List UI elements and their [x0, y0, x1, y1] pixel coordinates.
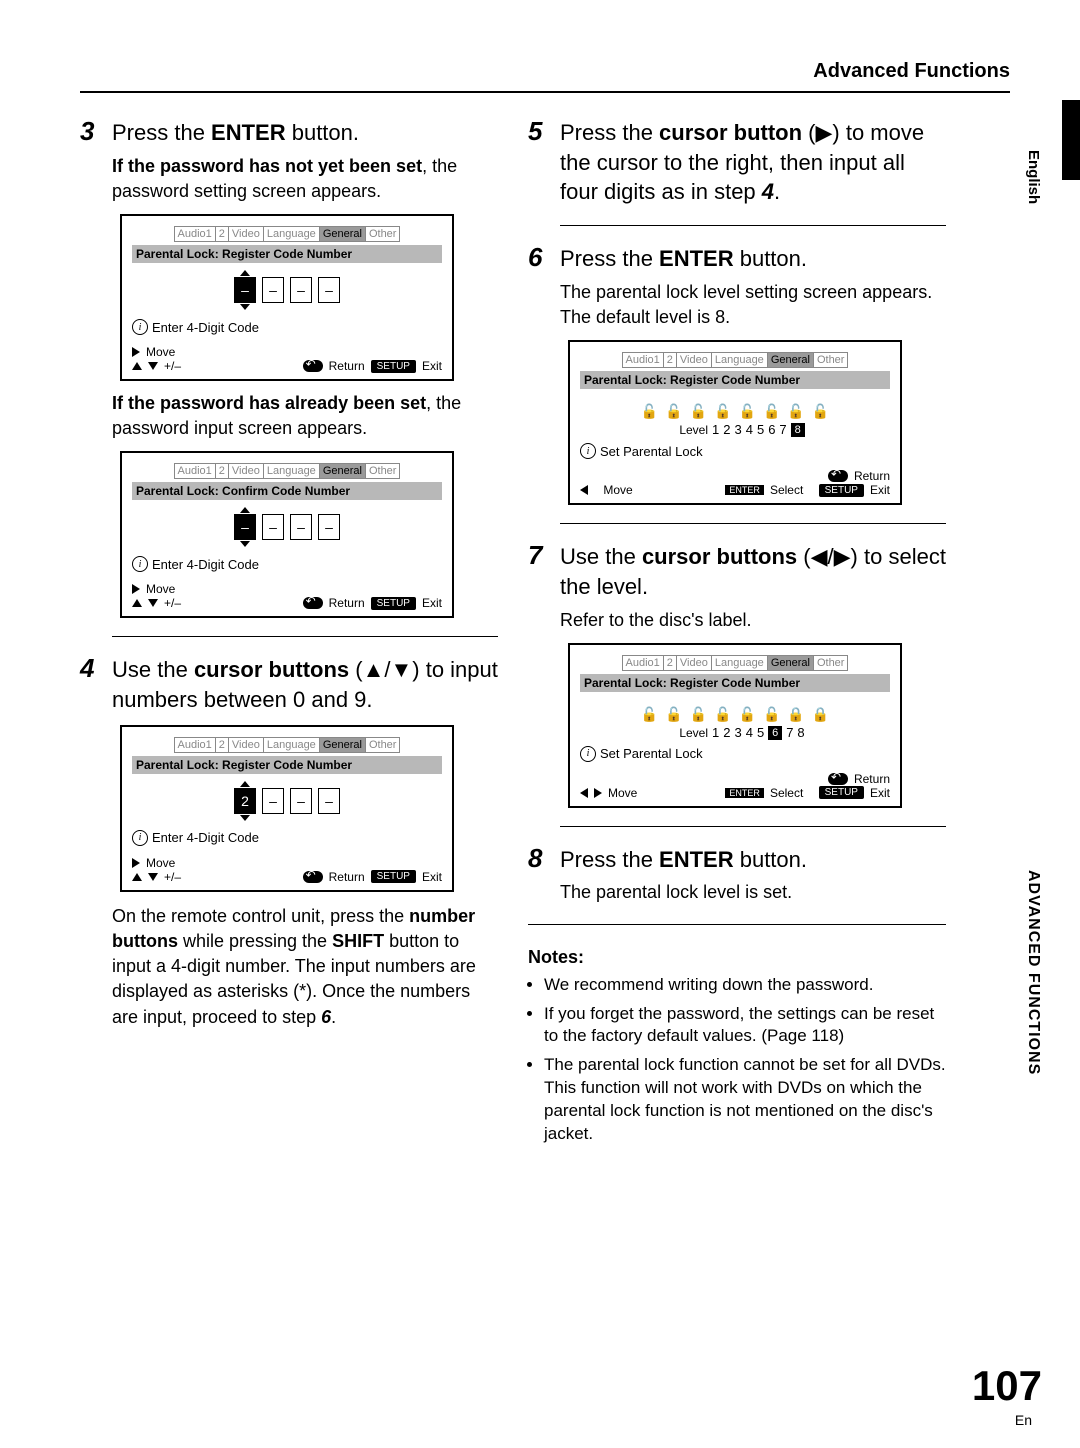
step-text: Press the ENTER button. [112, 118, 359, 148]
step-4: 4 Use the cursor buttons (▲/▼) to input … [80, 655, 498, 1029]
up-icon [132, 362, 142, 370]
notes-heading: Notes: [528, 947, 946, 968]
side-label-section: ADVANCED FUNCTIONS [1024, 870, 1042, 1075]
step-8: 8 Press the ENTER button. The parental l… [528, 845, 946, 906]
side-label-english: English [1025, 150, 1042, 204]
left-column: 3 Press the ENTER button. If the passwor… [80, 118, 498, 1152]
osd-register-2: Audio1 2 Video Language General Other Pa… [120, 725, 454, 892]
note-item: If you forget the password, the settings… [544, 1003, 946, 1049]
osd-level-8: Audio1 2 Video Language General Other Pa… [568, 340, 902, 505]
step-6: 6 Press the ENTER button. The parental l… [528, 244, 946, 505]
osd-register-1: Audio1 2 Video Language General Other Pa… [120, 214, 454, 381]
page-lang: En [1015, 1412, 1032, 1428]
step-number: 3 [80, 118, 104, 144]
lock-icons: 🔓🔓🔓🔓🔓🔓🔓🔓 [580, 403, 890, 420]
notes-list: We recommend writing down the password. … [528, 974, 946, 1147]
right-column: 5 Press the cursor button (▶) to move th… [528, 118, 946, 1152]
header-title: Advanced Functions [813, 60, 1010, 83]
page-number: 107 [972, 1362, 1042, 1410]
step-5: 5 Press the cursor button (▶) to move th… [528, 118, 946, 207]
divider [112, 636, 498, 637]
return-icon [303, 360, 323, 372]
lock-closed-icon: 🔒 [787, 706, 804, 723]
down-icon [148, 362, 158, 370]
play-icon [132, 347, 140, 357]
step-7: 7 Use the cursor buttons (◀/▶) to select… [528, 542, 946, 808]
edge-tab [1062, 100, 1080, 180]
digit-boxes: –––– [132, 277, 442, 303]
note-item: We recommend writing down the password. [544, 974, 946, 997]
osd-tabs: Audio1 2 Video Language General Other [174, 226, 401, 242]
info-icon: i [132, 319, 148, 335]
step-3: 3 Press the ENTER button. If the passwor… [80, 118, 498, 618]
step-sub: If the password has not yet been set, th… [112, 154, 498, 204]
note-item: The parental lock function cannot be set… [544, 1054, 946, 1146]
osd-level-6: Audio1 2 Video Language General Other Pa… [568, 643, 902, 808]
step-paragraph: On the remote control unit, press the nu… [112, 904, 498, 1030]
lock-open-icon: 🔓 [641, 403, 658, 420]
osd-confirm: Audio1 2 Video Language General Other Pa… [120, 451, 454, 618]
step-sub: If the password has already been set, th… [112, 391, 498, 441]
header: Advanced Functions [80, 60, 1010, 93]
